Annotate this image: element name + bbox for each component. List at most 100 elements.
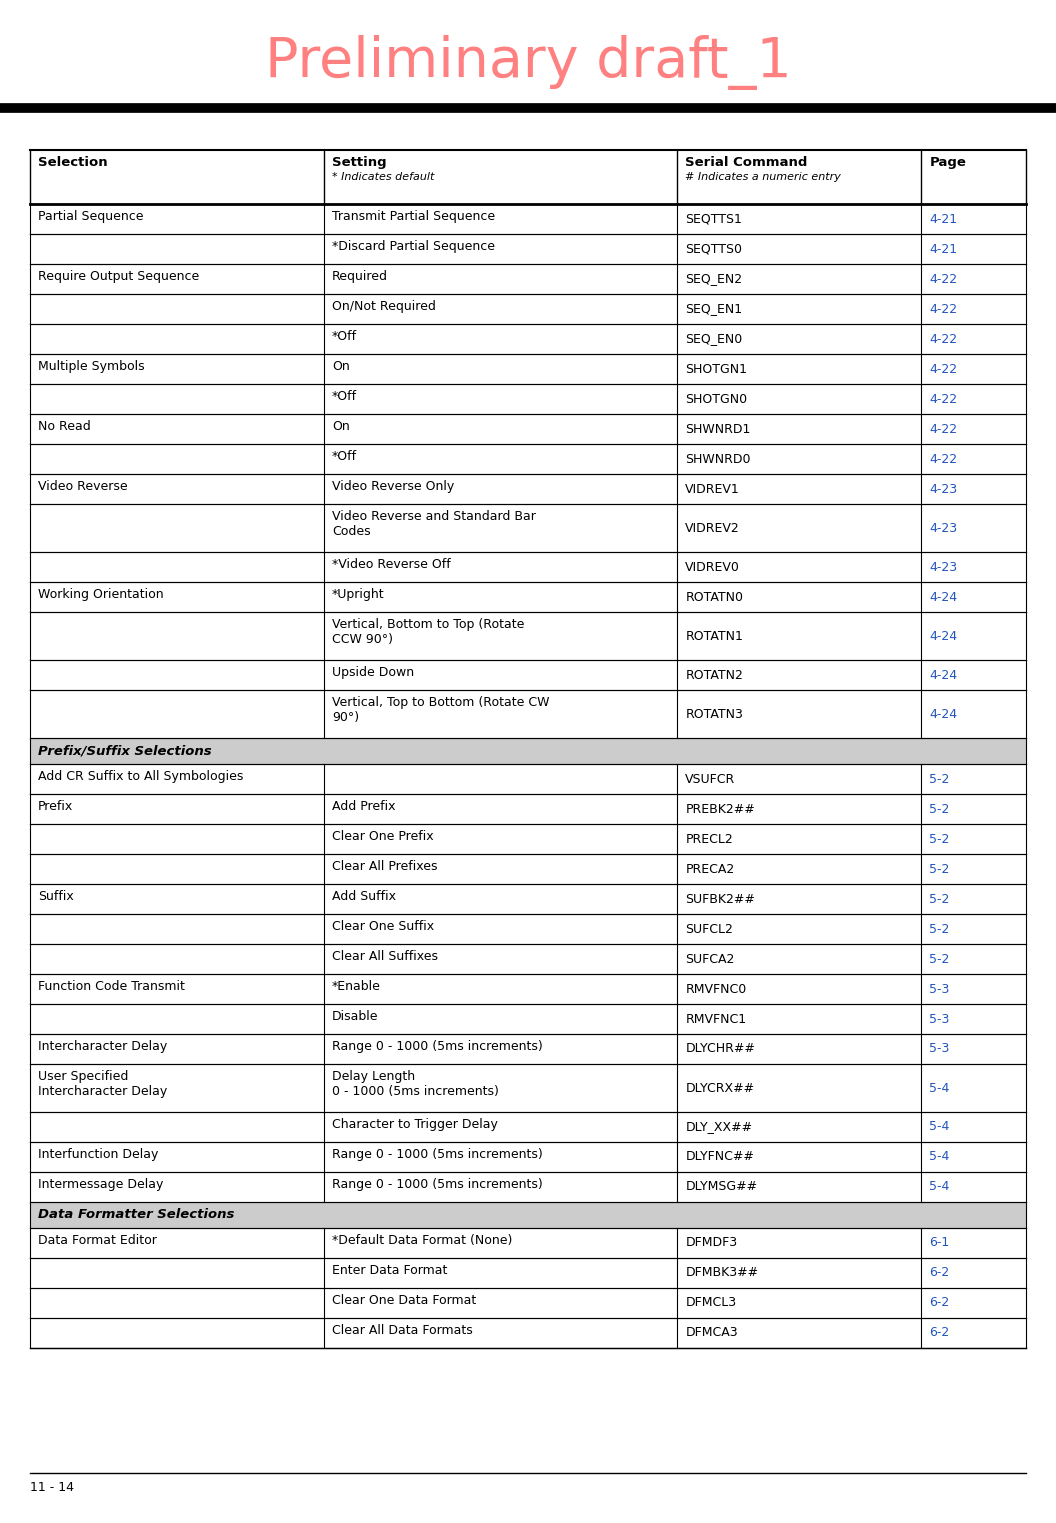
- Text: Require Output Sequence: Require Output Sequence: [38, 270, 200, 283]
- Text: 5-4: 5-4: [929, 1180, 949, 1194]
- Text: DLYFNC##: DLYFNC##: [685, 1150, 754, 1164]
- Text: Range 0 - 1000 (5ms increments): Range 0 - 1000 (5ms increments): [332, 1040, 543, 1052]
- Text: Prefix/Suffix Selections: Prefix/Suffix Selections: [38, 745, 211, 757]
- Text: 5-3: 5-3: [929, 982, 949, 996]
- Text: Serial Command: Serial Command: [685, 155, 808, 169]
- Text: 4-21: 4-21: [929, 242, 958, 256]
- Text: ROTATN0: ROTATN0: [685, 591, 743, 603]
- Text: SHOTGN0: SHOTGN0: [685, 393, 748, 405]
- Text: SHWNRD0: SHWNRD0: [685, 452, 751, 466]
- Bar: [30, 739, 1026, 765]
- Text: DLY_XX##: DLY_XX##: [685, 1121, 753, 1133]
- Text: VSUFCR: VSUFCR: [685, 772, 736, 786]
- Text: SHOTGN1: SHOTGN1: [685, 362, 748, 376]
- Text: *Upright: *Upright: [332, 588, 384, 602]
- Text: Preliminary draft_1: Preliminary draft_1: [265, 35, 791, 90]
- Text: RMVFNC1: RMVFNC1: [685, 1013, 747, 1025]
- Text: Intercharacter Delay: Intercharacter Delay: [38, 1040, 167, 1052]
- Text: Enter Data Format: Enter Data Format: [332, 1264, 447, 1276]
- Text: 5-3: 5-3: [929, 1013, 949, 1025]
- Text: RMVFNC0: RMVFNC0: [685, 982, 747, 996]
- Text: VIDREV2: VIDREV2: [685, 521, 740, 535]
- Text: 5-4: 5-4: [929, 1121, 949, 1133]
- Text: SUFBK2##: SUFBK2##: [685, 892, 755, 906]
- Text: Clear All Suffixes: Clear All Suffixes: [332, 950, 438, 963]
- Text: Range 0 - 1000 (5ms increments): Range 0 - 1000 (5ms increments): [332, 1177, 543, 1191]
- Text: *Off: *Off: [332, 390, 357, 404]
- Text: 4-22: 4-22: [929, 332, 958, 346]
- Text: Working Orientation: Working Orientation: [38, 588, 164, 602]
- Text: 4-22: 4-22: [929, 452, 958, 466]
- Text: Video Reverse Only: Video Reverse Only: [332, 480, 454, 493]
- Text: 4-22: 4-22: [929, 273, 958, 285]
- Text: DFMCL3: DFMCL3: [685, 1296, 736, 1310]
- Text: DLYCRX##: DLYCRX##: [685, 1081, 755, 1095]
- Text: DFMBK3##: DFMBK3##: [685, 1267, 758, 1279]
- Text: 4-23: 4-23: [929, 521, 958, 535]
- Text: ROTATN2: ROTATN2: [685, 669, 743, 681]
- Text: Multiple Symbols: Multiple Symbols: [38, 359, 145, 373]
- Text: SEQ_EN1: SEQ_EN1: [685, 303, 742, 315]
- Text: *Discard Partial Sequence: *Discard Partial Sequence: [332, 241, 495, 253]
- Text: On/Not Required: On/Not Required: [332, 300, 436, 314]
- Bar: [30, 1202, 1026, 1228]
- Text: Clear One Prefix: Clear One Prefix: [332, 830, 433, 844]
- Text: SEQ_EN0: SEQ_EN0: [685, 332, 742, 346]
- Text: On: On: [332, 359, 350, 373]
- Text: Add Suffix: Add Suffix: [332, 889, 396, 903]
- Text: Partial Sequence: Partial Sequence: [38, 210, 144, 222]
- Text: Clear All Prefixes: Clear All Prefixes: [332, 860, 437, 873]
- Text: Page: Page: [929, 155, 966, 169]
- Text: 5-4: 5-4: [929, 1081, 949, 1095]
- Text: ROTATN1: ROTATN1: [685, 629, 743, 643]
- Text: 4-24: 4-24: [929, 629, 958, 643]
- Text: 5-2: 5-2: [929, 833, 949, 845]
- Text: *Video Reverse Off: *Video Reverse Off: [332, 557, 451, 571]
- Text: VIDREV1: VIDREV1: [685, 483, 740, 495]
- Text: Disable: Disable: [332, 1010, 378, 1023]
- Text: Interfunction Delay: Interfunction Delay: [38, 1148, 158, 1161]
- Text: Intermessage Delay: Intermessage Delay: [38, 1177, 164, 1191]
- Text: 4-23: 4-23: [929, 560, 958, 574]
- Text: 5-2: 5-2: [929, 772, 949, 786]
- Text: 5-2: 5-2: [929, 892, 949, 906]
- Text: 6-2: 6-2: [929, 1267, 949, 1279]
- Text: 5-2: 5-2: [929, 862, 949, 876]
- Text: 4-21: 4-21: [929, 213, 958, 225]
- Text: 4-24: 4-24: [929, 708, 958, 720]
- Text: Range 0 - 1000 (5ms increments): Range 0 - 1000 (5ms increments): [332, 1148, 543, 1161]
- Text: Add Prefix: Add Prefix: [332, 800, 395, 813]
- Text: 6-2: 6-2: [929, 1327, 949, 1340]
- Text: Vertical, Bottom to Top (Rotate
CCW 90°): Vertical, Bottom to Top (Rotate CCW 90°): [332, 618, 524, 646]
- Text: SHWNRD1: SHWNRD1: [685, 422, 751, 436]
- Text: Prefix: Prefix: [38, 800, 73, 813]
- Text: 5-3: 5-3: [929, 1043, 949, 1055]
- Text: SEQTTS0: SEQTTS0: [685, 242, 742, 256]
- Text: 4-22: 4-22: [929, 393, 958, 405]
- Text: Vertical, Top to Bottom (Rotate CW
90°): Vertical, Top to Bottom (Rotate CW 90°): [332, 696, 549, 723]
- Text: DLYMSG##: DLYMSG##: [685, 1180, 757, 1194]
- Text: PRECA2: PRECA2: [685, 862, 735, 876]
- Text: SEQ_EN2: SEQ_EN2: [685, 273, 742, 285]
- Text: No Read: No Read: [38, 420, 91, 433]
- Text: 5-4: 5-4: [929, 1150, 949, 1164]
- Text: SUFCL2: SUFCL2: [685, 923, 733, 935]
- Text: 5-2: 5-2: [929, 952, 949, 966]
- Text: SEQTTS1: SEQTTS1: [685, 213, 742, 225]
- Text: 5-2: 5-2: [929, 923, 949, 935]
- Text: Clear One Data Format: Clear One Data Format: [332, 1295, 476, 1307]
- Text: Setting: Setting: [332, 155, 386, 169]
- Text: * Indicates default: * Indicates default: [332, 172, 434, 183]
- Text: Video Reverse: Video Reverse: [38, 480, 128, 493]
- Text: 11 - 14: 11 - 14: [30, 1480, 74, 1494]
- Text: Data Formatter Selections: Data Formatter Selections: [38, 1208, 234, 1221]
- Text: Suffix: Suffix: [38, 889, 74, 903]
- Text: 6-2: 6-2: [929, 1296, 949, 1310]
- Text: Clear All Data Formats: Clear All Data Formats: [332, 1323, 473, 1337]
- Text: DFMDF3: DFMDF3: [685, 1237, 737, 1249]
- Text: Function Code Transmit: Function Code Transmit: [38, 979, 185, 993]
- Text: 4-23: 4-23: [929, 483, 958, 495]
- Text: 5-2: 5-2: [929, 803, 949, 815]
- Text: DFMCA3: DFMCA3: [685, 1327, 738, 1340]
- Text: VIDREV0: VIDREV0: [685, 560, 740, 574]
